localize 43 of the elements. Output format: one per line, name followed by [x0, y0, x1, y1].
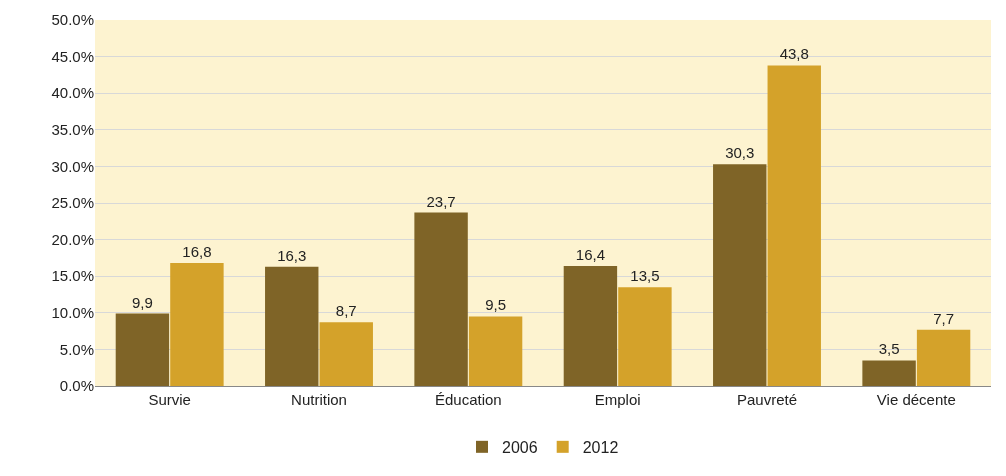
y-tick-label: 25.0%	[51, 194, 94, 212]
data-label: 8,7	[335, 302, 357, 320]
data-label: 43,8	[779, 45, 809, 63]
data-label: 13,5	[630, 267, 660, 285]
data-label: 16,3	[277, 246, 307, 264]
bar	[713, 164, 767, 386]
legend-label: 2012	[582, 439, 619, 457]
y-tick-label: 50.0%	[51, 11, 94, 29]
data-label: 23,7	[426, 192, 456, 210]
bar	[916, 329, 971, 386]
data-label: 7,7	[933, 309, 955, 327]
x-tick-label: Éducation	[434, 391, 502, 408]
data-label: 9,5	[485, 296, 507, 314]
y-tick-label: 5.0%	[59, 340, 94, 358]
legend-label: 2006	[502, 439, 538, 457]
x-tick-label: Vie décente	[876, 391, 956, 408]
data-label: 3,5	[878, 340, 900, 358]
x-tick-label: Emploi	[594, 391, 641, 408]
data-label: 16,8	[182, 243, 212, 261]
y-tick-label: 15.0%	[51, 267, 94, 285]
y-tick-label: 45.0%	[51, 47, 94, 65]
data-label: 16,4	[575, 245, 606, 263]
data-label: 9,9	[131, 293, 153, 311]
x-tick-label: Pauvreté	[736, 391, 798, 408]
y-tick-label: 0.0%	[59, 377, 94, 395]
bar	[468, 316, 523, 386]
y-tick-label: 35.0%	[51, 121, 94, 139]
bar	[115, 313, 170, 386]
y-tick-label: 20.0%	[51, 230, 94, 248]
data-label: 30,3	[725, 144, 755, 162]
bar	[414, 212, 468, 386]
bar	[618, 287, 672, 386]
x-tick-label: Nutrition	[291, 391, 347, 408]
bar	[563, 265, 618, 386]
bar	[170, 263, 224, 386]
bar	[265, 266, 319, 386]
y-tick-label: 30.0%	[51, 157, 94, 175]
y-tick-label: 40.0%	[51, 84, 94, 102]
bar	[319, 322, 373, 386]
bar	[767, 65, 821, 386]
x-tick-label: Survie	[148, 391, 191, 408]
y-tick-label: 10.0%	[51, 304, 94, 322]
bar	[862, 360, 916, 386]
